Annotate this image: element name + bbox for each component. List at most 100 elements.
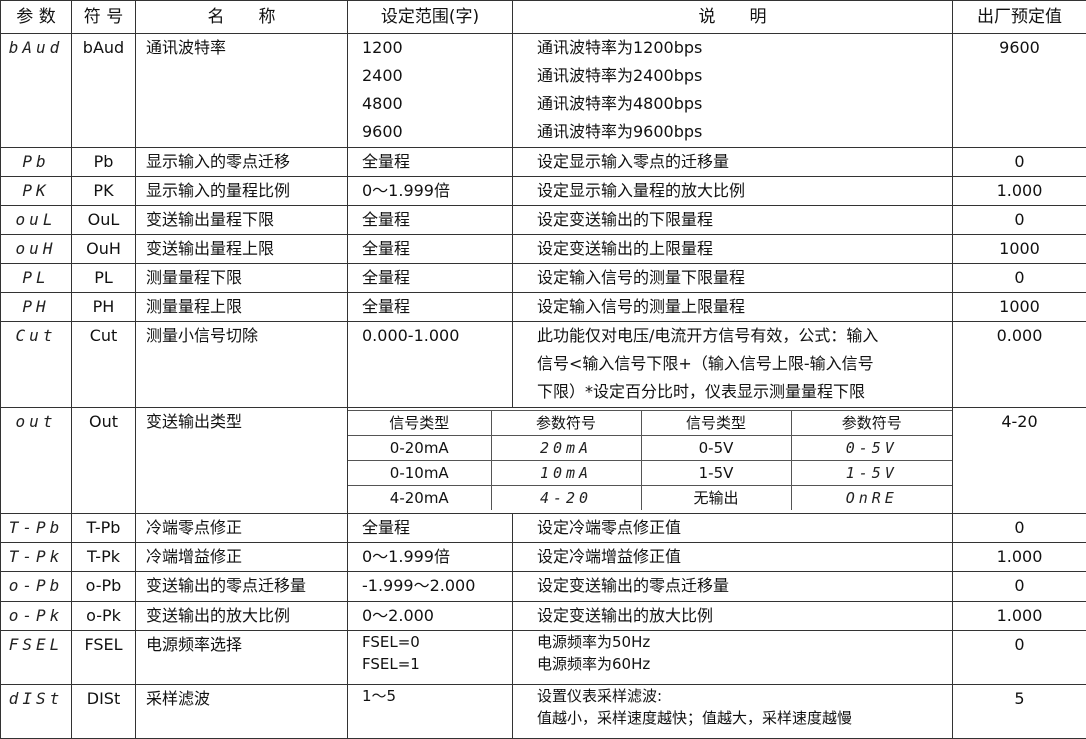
default-cell: 0 (953, 572, 1086, 602)
display-code: o-Pb (1, 572, 72, 602)
description-cell: 设定变送输出的上限量程 (513, 235, 953, 264)
seven-segment-code: ouH (16, 239, 57, 258)
display-code: PL (1, 264, 72, 293)
default-cell: 1000 (953, 293, 1086, 322)
cell-line: 设定输入信号的测量上限量程 (537, 293, 952, 321)
seven-segment-code: Pb (22, 152, 49, 171)
cell-line: 下限）*设定百分比时，仪表显示测量量程下限 (537, 378, 952, 406)
display-code: out (1, 408, 72, 514)
range-cell: -1.999～2.000 (348, 572, 513, 602)
default-cell: 1.000 (953, 543, 1086, 572)
name-cell: 通讯波特率 (136, 34, 348, 148)
cell-line: 设定变送输出的零点迁移量 (537, 572, 952, 600)
name-cell: 变送输出的零点迁移量 (136, 572, 348, 602)
cell-line: 设定显示输入零点的迁移量 (537, 148, 952, 176)
cell-line: FSEL=0 (362, 631, 512, 653)
name-cell: 冷端零点修正 (136, 514, 348, 543)
cell-line: 通讯波特率为1200bps (537, 34, 952, 62)
cell-line: -1.999～2.000 (362, 572, 512, 600)
cell-line: 通讯波特率为9600bps (537, 118, 952, 146)
seven-segment-code: o-Pk (9, 606, 64, 625)
range-cell: 1～5 (348, 685, 513, 739)
symbol-cell: OuH (72, 235, 136, 264)
cell-line: 全量程 (362, 514, 512, 542)
range-cell: 0.000-1.000 (348, 322, 513, 408)
cell-line: 1～5 (362, 685, 512, 707)
description-cell: 设定显示输入量程的放大比例 (513, 177, 953, 206)
seven-segment-code: PK (22, 181, 49, 200)
table-header: 参 数符 号名 称设定范围(字)说 明出厂预定值 (1, 1, 1086, 34)
subtable-cell: 1-5V (641, 461, 791, 486)
subtable-code: OnRE (791, 486, 952, 511)
symbol-cell: bAud (72, 34, 136, 148)
default-cell: 0.000 (953, 322, 1086, 408)
default-cell: 0 (953, 514, 1086, 543)
display-code: ouL (1, 206, 72, 235)
header-description: 说 明 (513, 1, 953, 34)
seven-segment-code: PL (22, 268, 49, 287)
cell-line: 设定输入信号的测量下限量程 (537, 264, 952, 292)
default-cell: 5 (953, 685, 1086, 739)
default-cell: 9600 (953, 34, 1086, 148)
name-cell: 测量量程下限 (136, 264, 348, 293)
cell-line: 此功能仅对电压/电流开方信号有效，公式：输入 (537, 322, 952, 350)
cell-line: 9600 (362, 118, 512, 146)
cell-line: 0.000-1.000 (362, 322, 512, 350)
default-cell: 1000 (953, 235, 1086, 264)
display-code: Pb (1, 148, 72, 177)
cell-line: 0～2.000 (362, 602, 512, 630)
range-cell: 0～1.999倍 (348, 543, 513, 572)
seven-segment-code: dISt (9, 689, 64, 708)
name-cell: 冷端增益修正 (136, 543, 348, 572)
range-cell: 0～2.000 (348, 602, 513, 631)
subtable-cell: 信号类型 (641, 411, 791, 436)
cell-line: 全量程 (362, 206, 512, 234)
symbol-cell: o-Pb (72, 572, 136, 602)
seven-segment-code: o-Pb (9, 576, 64, 595)
subtable-cell: 4-20mA (348, 486, 491, 511)
seven-segment-code: T-Pb (9, 518, 64, 537)
description-cell: 设定变送输出的零点迁移量 (513, 572, 953, 602)
description-cell: 设定输入信号的测量下限量程 (513, 264, 953, 293)
display-code: bAud (1, 34, 72, 148)
cell-line: 设定变送输出的上限量程 (537, 235, 952, 263)
symbol-cell: PL (72, 264, 136, 293)
symbol-cell: PH (72, 293, 136, 322)
default-cell: 0 (953, 264, 1086, 293)
description-cell: 此功能仅对电压/电流开方信号有效，公式：输入信号<输入信号下限+（输入信号上限-… (513, 322, 953, 408)
name-cell: 采样滤波 (136, 685, 348, 739)
default-cell: 4-20 (953, 408, 1086, 514)
symbol-cell: T-Pb (72, 514, 136, 543)
cell-line: 值越小，采样速度越快；值越大，采样速度越慢 (537, 707, 952, 729)
cell-line: 2400 (362, 62, 512, 90)
cell-line: 设定冷端增益修正值 (537, 543, 952, 571)
name-cell: 显示输入的零点迁移 (136, 148, 348, 177)
display-code: PK (1, 177, 72, 206)
description-cell: 设置仪表采样滤波:值越小，采样速度越快；值越大，采样速度越慢 (513, 685, 953, 739)
description-cell: 设定冷端零点修正值 (513, 514, 953, 543)
cell-line: 全量程 (362, 264, 512, 292)
default-cell: 1.000 (953, 602, 1086, 631)
description-cell: 设定输入信号的测量上限量程 (513, 293, 953, 322)
subtable-cell: 无输出 (641, 486, 791, 511)
subtable-cell: 0-5V (641, 436, 791, 461)
cell-line: 设定冷端零点修正值 (537, 514, 952, 542)
name-cell: 变送输出量程下限 (136, 206, 348, 235)
seven-segment-code: ouL (16, 210, 57, 229)
subtable-cell: 0-20mA (348, 436, 491, 461)
subtable-code: 4-20 (491, 486, 641, 511)
symbol-cell: Cut (72, 322, 136, 408)
header-range: 设定范围(字) (348, 1, 513, 34)
name-cell: 变送输出的放大比例 (136, 602, 348, 631)
seven-segment-code: Cut (16, 326, 57, 345)
cell-line: 4800 (362, 90, 512, 118)
